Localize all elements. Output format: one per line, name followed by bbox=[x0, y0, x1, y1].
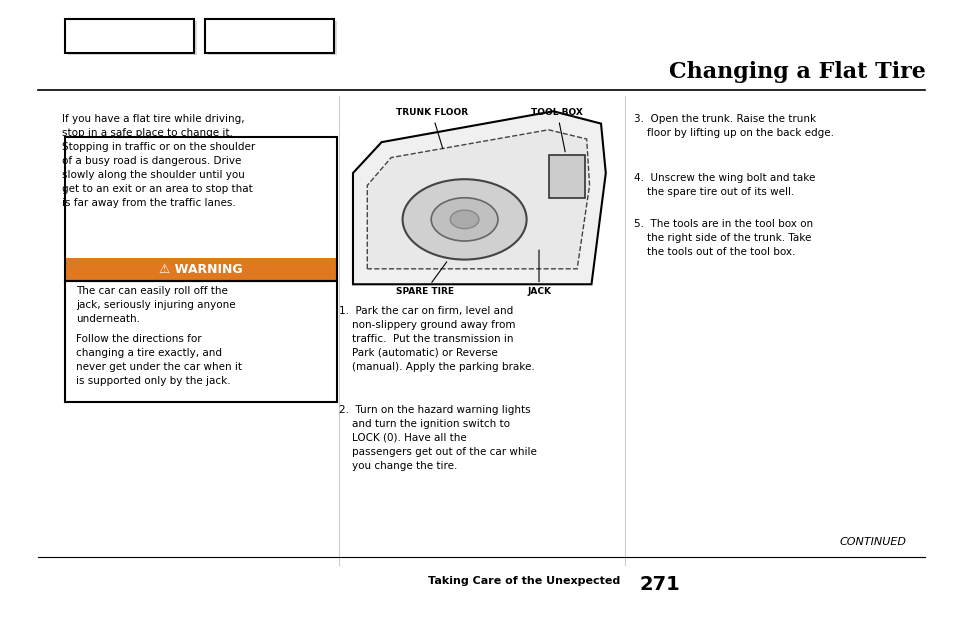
Text: JACK: JACK bbox=[526, 250, 551, 297]
Polygon shape bbox=[353, 111, 605, 284]
Text: 3.  Open the trunk. Raise the trunk
    floor by lifting up on the back edge.: 3. Open the trunk. Raise the trunk floor… bbox=[634, 114, 834, 138]
FancyBboxPatch shape bbox=[68, 21, 196, 55]
Circle shape bbox=[450, 210, 478, 229]
Text: 2.  Turn on the hazard warning lights
    and turn the ignition switch to
    LO: 2. Turn on the hazard warning lights and… bbox=[338, 405, 536, 471]
FancyBboxPatch shape bbox=[65, 281, 336, 402]
Text: The car can easily roll off the
jack, seriously injuring anyone
underneath.: The car can easily roll off the jack, se… bbox=[76, 286, 235, 324]
Text: Taking Care of the Unexpected: Taking Care of the Unexpected bbox=[427, 576, 619, 586]
Polygon shape bbox=[367, 130, 589, 269]
Text: 4.  Unscrew the wing bolt and take
    the spare tire out of its well.: 4. Unscrew the wing bolt and take the sp… bbox=[634, 173, 815, 197]
Text: Changing a Flat Tire: Changing a Flat Tire bbox=[668, 61, 924, 83]
FancyBboxPatch shape bbox=[205, 19, 334, 53]
Text: TRUNK FLOOR: TRUNK FLOOR bbox=[395, 108, 468, 149]
Text: CONTINUED: CONTINUED bbox=[839, 537, 905, 547]
Text: 5.  The tools are in the tool box on
    the right side of the trunk. Take
    t: 5. The tools are in the tool box on the … bbox=[634, 219, 813, 257]
Text: SPARE TIRE: SPARE TIRE bbox=[395, 262, 454, 297]
FancyBboxPatch shape bbox=[65, 19, 193, 53]
Text: TOOL BOX: TOOL BOX bbox=[531, 108, 582, 152]
Text: Follow the directions for
changing a tire exactly, and
never get under the car w: Follow the directions for changing a tir… bbox=[76, 334, 242, 386]
Text: ⚠ WARNING: ⚠ WARNING bbox=[159, 263, 242, 276]
Circle shape bbox=[431, 198, 497, 241]
Text: 1.  Park the car on firm, level and
    non-slippery ground away from
    traffi: 1. Park the car on firm, level and non-s… bbox=[338, 306, 534, 372]
FancyBboxPatch shape bbox=[208, 21, 336, 55]
Text: 271: 271 bbox=[639, 575, 679, 593]
FancyBboxPatch shape bbox=[65, 258, 336, 281]
FancyBboxPatch shape bbox=[548, 154, 584, 198]
Text: If you have a flat tire while driving,
stop in a safe place to change it.
Stoppi: If you have a flat tire while driving, s… bbox=[62, 114, 255, 208]
Circle shape bbox=[402, 179, 526, 260]
